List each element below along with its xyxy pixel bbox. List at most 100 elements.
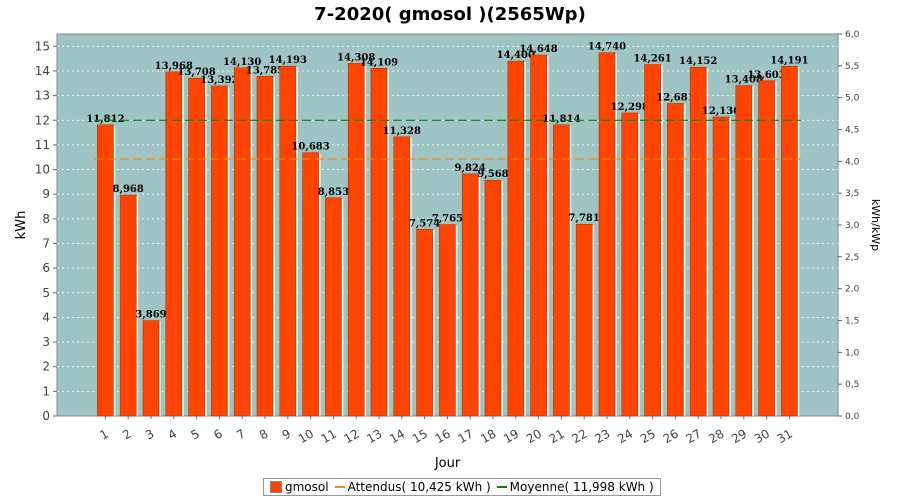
y-tick-label: 8 xyxy=(42,212,50,226)
bar xyxy=(461,173,479,417)
y-tick-label: 1 xyxy=(42,384,50,398)
x-tick-label: 16 xyxy=(433,426,453,446)
bar xyxy=(416,229,433,417)
legend-item-gmosol: gmosol xyxy=(270,480,329,494)
bar xyxy=(393,136,411,417)
bar xyxy=(712,116,730,417)
bar xyxy=(256,75,274,417)
bar xyxy=(621,112,639,417)
bar xyxy=(553,124,570,417)
bar-value-label: 13,408 xyxy=(725,75,763,86)
x-tick-label: 10 xyxy=(296,426,316,446)
legend-line-attendus xyxy=(334,486,345,488)
bar-value-label: 8,853 xyxy=(318,187,349,198)
bar-value-label: 12,681 xyxy=(656,92,694,103)
bar xyxy=(667,103,684,417)
x-tick-label: 9 xyxy=(280,426,294,442)
x-tick-label: 11 xyxy=(319,426,339,446)
bar-value-label: 9,824 xyxy=(455,163,486,174)
y2-tick-label: 0,5 xyxy=(845,380,859,390)
bar xyxy=(689,66,707,417)
y-tick-label: 3 xyxy=(42,335,50,349)
legend-line-moyenne xyxy=(496,486,507,488)
bar xyxy=(97,124,114,417)
bar xyxy=(781,65,798,417)
y2-tick-label: 1,5 xyxy=(845,317,859,327)
bar xyxy=(484,179,502,417)
bar xyxy=(142,320,160,417)
chart-title: 7-2020( gmosol )(2565Wp) xyxy=(314,4,586,25)
y2-tick-label: 2,5 xyxy=(845,253,859,263)
y2-tick-label: 2,0 xyxy=(845,285,860,295)
bar-value-label: 7,574 xyxy=(409,218,440,229)
y-tick-label: 10 xyxy=(35,163,50,177)
legend-label-attendus: Attendus( 10,425 kWh ) xyxy=(347,480,491,494)
legend: gmosol Attendus( 10,425 kWh ) Moyenne( 1… xyxy=(263,478,661,496)
x-tick-label: 6 xyxy=(211,426,225,442)
y-tick-label: 5 xyxy=(42,286,50,300)
bar-value-label: 14,261 xyxy=(633,54,671,65)
bar-value-label: 14,400 xyxy=(497,50,535,61)
bar-value-label: 13,968 xyxy=(155,61,193,72)
y2-tick-label: 1,0 xyxy=(845,348,860,358)
y2-tick-label: 0,0 xyxy=(845,412,860,422)
legend-swatch-gmosol xyxy=(270,481,282,493)
bar-value-label: 11,328 xyxy=(383,126,421,137)
legend-label-gmosol: gmosol xyxy=(285,480,329,494)
x-tick-label: 31 xyxy=(775,426,795,446)
x-tick-label: 25 xyxy=(638,426,658,446)
bar xyxy=(165,71,183,417)
bar xyxy=(302,152,319,417)
y2-tick-label: 5,5 xyxy=(845,62,859,72)
x-tick-label: 28 xyxy=(706,426,726,446)
bar-value-label: 14,648 xyxy=(519,44,557,55)
y-tick-label: 9 xyxy=(42,187,50,201)
x-tick-label: 30 xyxy=(752,426,772,446)
y-tick-label: 0 xyxy=(42,409,50,423)
x-tick-label: 24 xyxy=(615,426,635,446)
bar xyxy=(644,64,661,417)
bar-value-label: 14,130 xyxy=(223,57,261,68)
bar xyxy=(507,60,525,417)
x-tick-label: 20 xyxy=(524,426,544,446)
legend-item-moyenne: Moyenne( 11,998 kWh ) xyxy=(496,480,654,494)
bar-value-label: 14,191 xyxy=(770,55,808,66)
x-axis-title: Jour xyxy=(434,456,461,471)
bar-value-label: 13,392 xyxy=(200,75,238,86)
bar-value-label: 11,812 xyxy=(86,114,124,125)
bar xyxy=(347,63,365,417)
y2-tick-label: 6,0 xyxy=(845,30,860,40)
x-tick-label: 12 xyxy=(341,426,361,446)
x-tick-label: 27 xyxy=(683,426,703,446)
bar-value-label: 7,781 xyxy=(569,213,600,224)
y-tick-label: 12 xyxy=(35,113,50,127)
bar-value-label: 11,814 xyxy=(542,114,580,125)
bar-value-label: 14,308 xyxy=(337,52,375,63)
bar-value-label: 13,603 xyxy=(747,70,785,81)
bar-value-label: 10,683 xyxy=(291,142,329,153)
x-tick-label: 2 xyxy=(120,426,134,442)
bar xyxy=(758,80,775,417)
x-tick-label: 8 xyxy=(257,426,271,442)
x-tick-label: 21 xyxy=(547,426,567,446)
y-axis-title: kWh xyxy=(14,211,29,240)
x-tick-label: 15 xyxy=(410,426,430,446)
y-tick-label: 7 xyxy=(42,236,50,250)
x-tick-label: 7 xyxy=(234,426,248,442)
x-tick-label: 29 xyxy=(729,426,749,446)
x-tick-label: 18 xyxy=(478,426,498,446)
bar xyxy=(530,54,547,417)
x-tick-label: 19 xyxy=(501,426,521,446)
y2-tick-label: 4,5 xyxy=(845,126,859,136)
x-tick-label: 14 xyxy=(387,426,407,446)
y2-tick-label: 5,0 xyxy=(845,94,860,104)
y-tick-label: 4 xyxy=(42,310,50,324)
x-tick-label: 3 xyxy=(143,426,157,442)
bar-value-label: 12,136 xyxy=(702,106,740,117)
y-tick-label: 11 xyxy=(35,138,50,152)
bar-value-label: 3,869 xyxy=(135,310,166,321)
x-tick-label: 4 xyxy=(166,426,180,442)
x-tick-label: 1 xyxy=(97,426,111,442)
y-tick-label: 15 xyxy=(35,39,50,53)
legend-label-moyenne: Moyenne( 11,998 kWh ) xyxy=(509,480,654,494)
